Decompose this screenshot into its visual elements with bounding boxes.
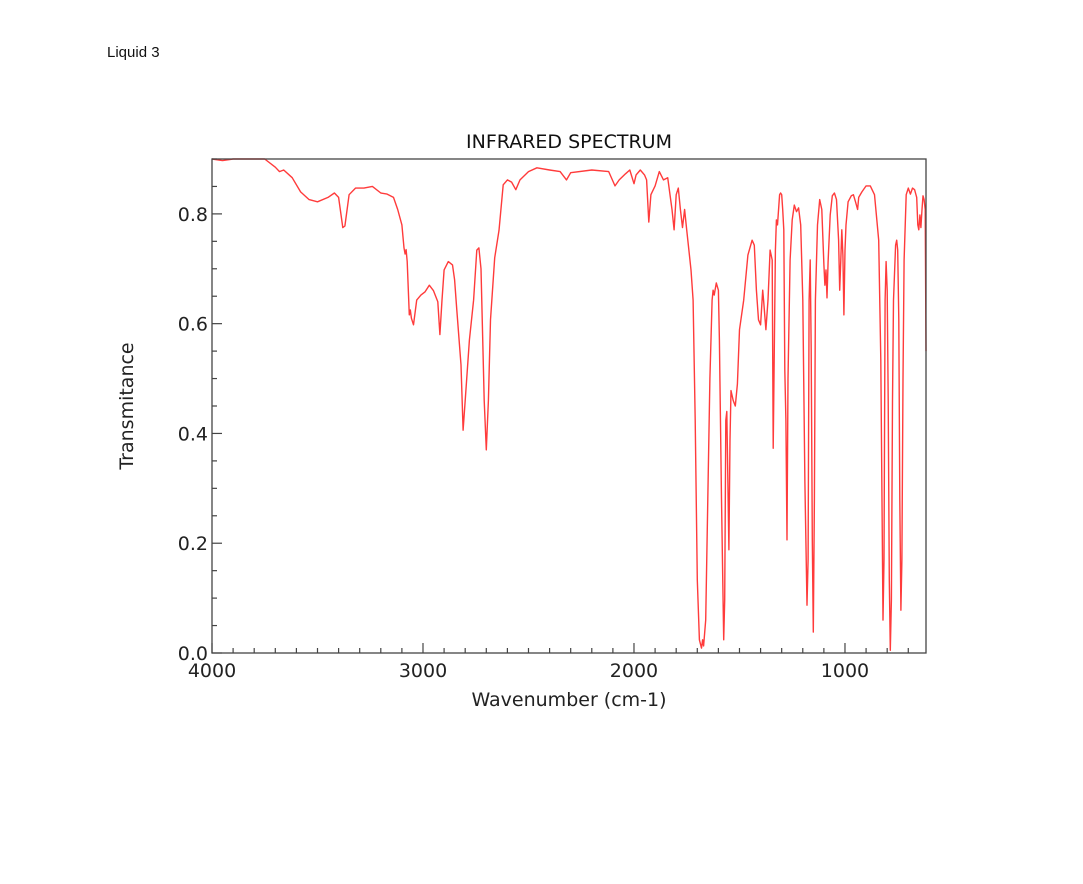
- y-tick-label: 0.8: [178, 204, 208, 226]
- spectrum-line: [211, 158, 927, 651]
- x-tick-label: 1000: [821, 660, 869, 682]
- y-tick-label: 0.2: [178, 533, 208, 555]
- plot-frame: [211, 158, 927, 654]
- x-axis-label: Wavenumber (cm-1): [471, 689, 666, 711]
- y-axis-label: Transmitance: [116, 342, 138, 470]
- document-label: Liquid 3: [107, 44, 160, 61]
- x-tick-label: 3000: [399, 660, 447, 682]
- x-axis: 4000 3000 2000 1000: [188, 643, 909, 682]
- chart-title: INFRARED SPECTRUM: [466, 131, 672, 153]
- y-tick-label: 0.4: [178, 423, 208, 445]
- y-axis: 0.0 0.2 0.4 0.6 0.8: [178, 158, 222, 665]
- y-tick-label: 0.0: [178, 643, 208, 665]
- x-tick-label: 4000: [188, 660, 236, 682]
- spectrum-polyline: [211, 158, 927, 651]
- y-tick-label: 0.6: [178, 314, 208, 336]
- x-tick-label: 2000: [610, 660, 658, 682]
